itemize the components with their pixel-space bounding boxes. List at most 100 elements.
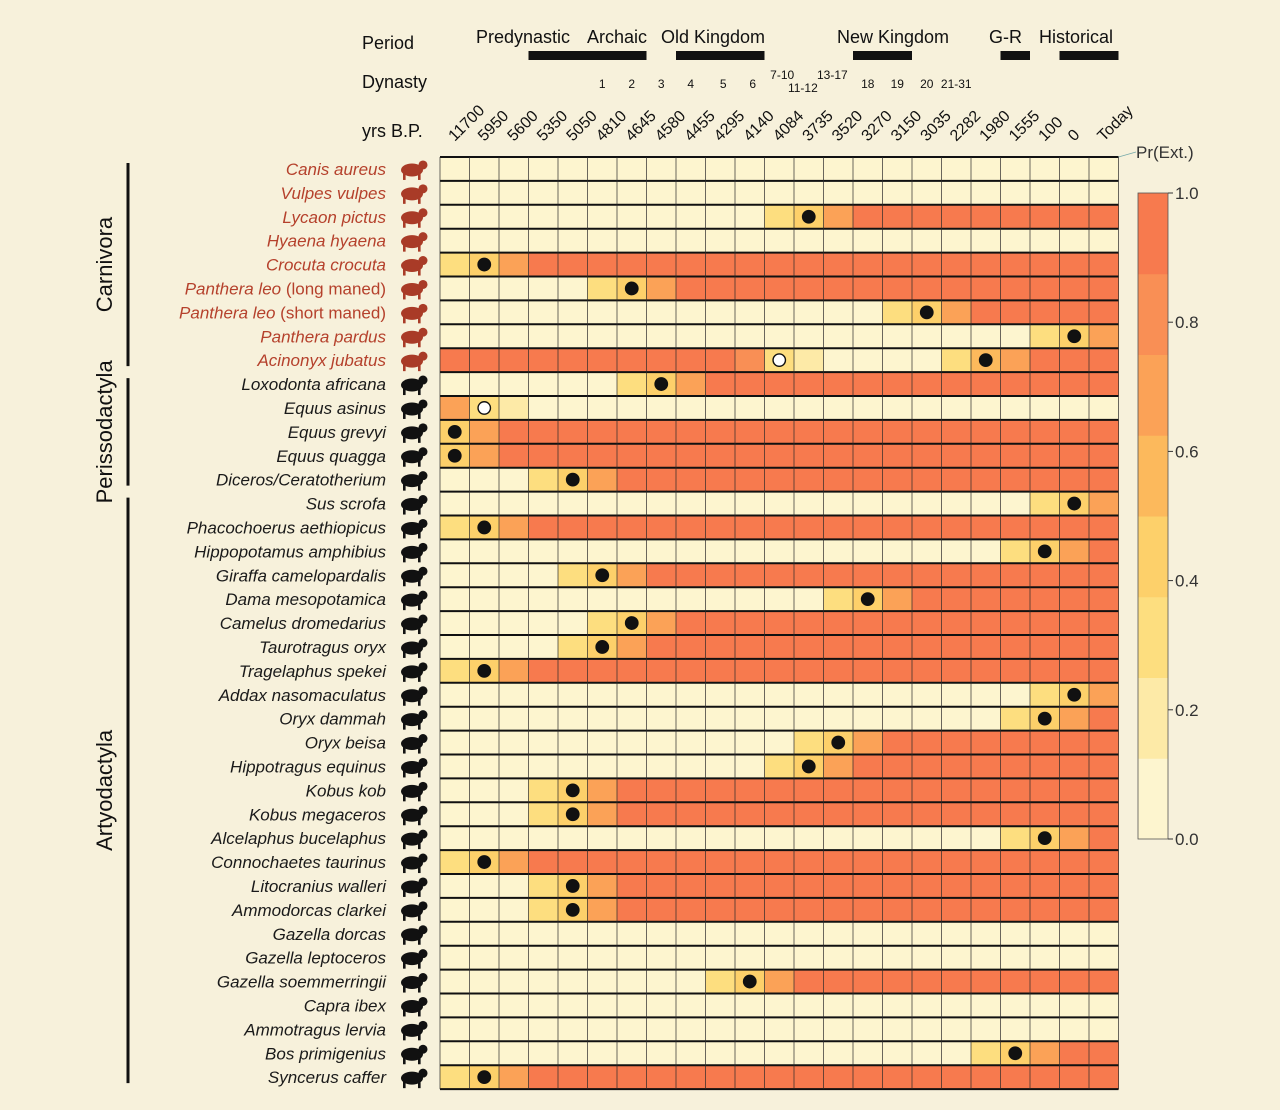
order-label: Carnivora [92,216,117,312]
heatmap-cell [853,252,883,277]
icon-leg [418,698,421,706]
heatmap-cell [853,969,883,994]
icon-head [418,303,428,313]
heatmap-cell [558,396,588,421]
wild-dog-icon [401,208,428,228]
heatmap-cell [1030,419,1060,445]
species-label: Oryx beisa [305,734,386,753]
icon-leg [418,961,421,969]
heatmap-cell [440,993,470,1018]
heatmap-cell [1000,252,1031,277]
heatmap-cell [1089,897,1119,923]
heatmap-cell [735,850,765,875]
heatmap-cell [764,635,795,660]
period-bar [1059,51,1119,60]
heatmap-cell [912,1041,942,1066]
heatmap-cell [1089,706,1119,731]
heatmap-cell [941,850,972,875]
species-name: Phacochoerus aethiopicus [187,518,387,537]
heatmap-cell [1059,850,1090,875]
species-name: Loxodonta africana [241,375,386,394]
heatmap-cell [1030,443,1060,469]
heatmap-cell [823,157,854,182]
heatmap-cell [558,348,588,373]
heatmap-cell [440,491,470,516]
heatmap-cell [1059,945,1090,970]
species-name: Taurotragus oryx [259,638,386,657]
heatmap-cell [617,563,647,588]
heatmap-cell [469,897,500,923]
heatmap-cell [705,778,736,803]
icon-leg [418,220,421,228]
heatmap-cell [1059,348,1090,373]
heatmap-cell [1030,921,1060,947]
icon-body [401,545,423,559]
icon-body [401,760,423,774]
heatmap-cell [764,945,795,970]
dynasty-label: 7-10 [770,68,794,82]
heatmap-cell [1030,157,1060,182]
species-label: Litocranius walleri [251,877,387,896]
heatmap-cell [1030,730,1060,755]
icon-body [401,282,423,296]
heatmap-cell [912,945,942,970]
heatmap-cell [764,706,795,731]
heatmap-cell [705,539,736,564]
warthog-icon [401,518,428,539]
heatmap-cell [646,467,677,492]
heatmap-cell [941,467,972,492]
heatmap-cell [971,587,1001,612]
heatmap-cell [1030,276,1060,301]
heatmap-cell [528,682,559,708]
heatmap-cell [1089,348,1119,373]
heatmap-cell [646,897,677,923]
heatmap-cell [646,945,677,970]
heatmap-cell [912,682,942,708]
heatmap-cell [440,682,470,708]
heatmap-cell [794,730,824,755]
heatmap-cell [941,587,972,612]
heatmap-cell [676,372,706,397]
heatmap-cell [558,1041,588,1066]
heatmap-cell [1089,682,1119,708]
heatmap-cell [1030,348,1060,373]
heatmap-cell [1000,443,1031,469]
species-label: Gazella leptoceros [245,949,386,968]
heatmap-cell [794,826,824,851]
icon-body [401,737,423,751]
heatmap-cell [1030,252,1060,277]
heatmap-cell [912,706,942,731]
icon-leg [403,388,406,396]
heatmap-cell [499,563,529,588]
heatmap-cell [469,276,500,301]
icon-leg [403,674,406,682]
heatmap-cell [853,443,883,469]
extinction-marker [624,616,639,630]
heatmap-cell [823,539,854,564]
colorbar-swatch [1138,273,1168,355]
icon-head [418,590,428,600]
heatmap-cell [587,587,618,612]
heatmap-cell [764,754,795,779]
icon-head [418,471,428,481]
heatmap-cell [440,396,470,421]
icon-head [418,279,428,289]
heatmap-cell [764,1017,795,1042]
heatmap-cell [971,252,1001,277]
heatmap-cell [499,826,529,851]
heatmap-cell [469,730,500,755]
icon-body [401,402,423,416]
heatmap-cell [1030,897,1060,923]
heatmap-cell [587,204,618,230]
heatmap-cell [676,563,706,588]
heatmap-cell [1089,826,1119,851]
heatmap-cell [764,515,795,540]
icon-leg [403,244,406,252]
heatmap-cell [1059,874,1090,899]
heatmap-cell [646,1041,677,1066]
heatmap-cell [912,467,942,492]
heatmap-cell [794,635,824,660]
extinction-marker [595,568,610,583]
icon-leg [403,459,406,467]
